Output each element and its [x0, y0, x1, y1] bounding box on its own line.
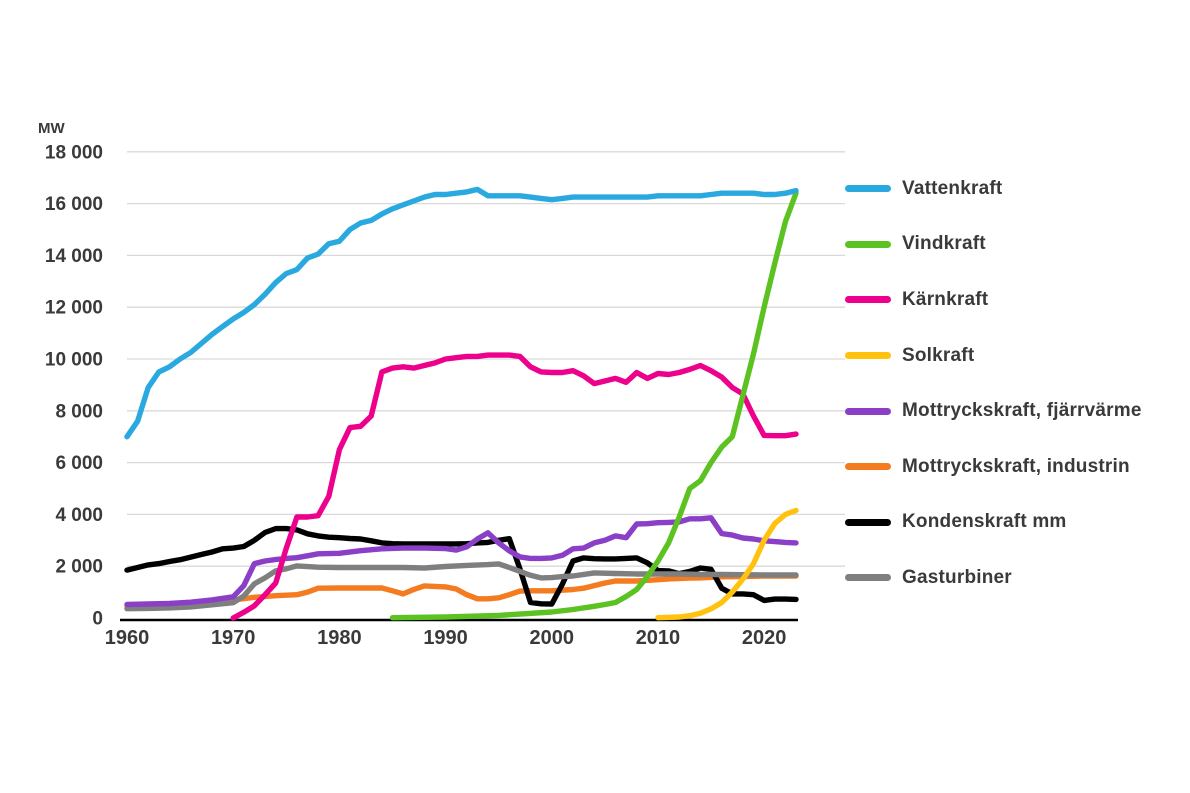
x-tick-label-2000: 2000	[530, 627, 575, 649]
legend-label-vindkraft: Vindkraft	[902, 233, 986, 255]
legend-swatch-vindkraft	[845, 240, 891, 248]
legend-label-kondenskraft: Kondenskraft mm	[902, 511, 1067, 533]
legend-item-mottryckskraft-industrin: Mottryckskraft, industrin	[845, 439, 1142, 495]
y-tick-label-16000: 16 000	[45, 194, 103, 215]
legend-label-mottryckskraft-fjarrvarme: Mottryckskraft, fjärrvärme	[902, 400, 1142, 422]
legend-label-vattenkraft: Vattenkraft	[902, 177, 1003, 199]
legend-item-mottryckskraft-fjarrvarme: Mottryckskraft, fjärrvärme	[845, 383, 1142, 439]
series-line-vattenkraft	[124, 186, 799, 440]
y-tick-label-12000: 12 000	[45, 298, 103, 319]
y-tick-label-0: 0	[92, 609, 103, 630]
x-tick-label-2020: 2020	[742, 627, 787, 649]
legend-swatch-mottryckskraft-fjarrvarme	[845, 407, 891, 415]
series-line-k-rnkraft	[230, 352, 799, 621]
series-line-solkraft	[655, 507, 799, 621]
x-tick-label-1980: 1980	[317, 627, 362, 649]
legend-swatch-vattenkraft	[845, 185, 891, 193]
legend-label-mottryckskraft-industrin: Mottryckskraft, industrin	[902, 455, 1130, 477]
y-tick-label-10000: 10 000	[45, 350, 103, 371]
x-tick-label-1960: 1960	[105, 627, 150, 649]
y-tick-label-14000: 14 000	[45, 246, 103, 267]
legend-item-vattenkraft: Vattenkraft	[845, 161, 1142, 217]
y-tick-label-4000: 4 000	[55, 505, 103, 526]
x-tick-label-1990: 1990	[423, 627, 468, 649]
y-tick-label-8000: 8 000	[55, 401, 103, 422]
legend-item-vindkraft: Vindkraft	[845, 217, 1142, 273]
legend-label-karnkraft: Kärnkraft	[902, 288, 989, 310]
series-line-vindkraft	[389, 190, 799, 621]
y-tick-label-18000: 18 000	[45, 142, 103, 163]
legend-label-solkraft: Solkraft	[902, 344, 975, 366]
y-tick-label-6000: 6 000	[55, 453, 103, 474]
legend-swatch-mottryckskraft-industrin	[845, 463, 891, 471]
legend-swatch-kondenskraft	[845, 518, 891, 526]
legend-swatch-gasturbiner	[845, 574, 891, 582]
series-line-mottryckskraft-industrin	[124, 573, 799, 609]
legend-item-karnkraft: Kärnkraft	[845, 272, 1142, 328]
x-tick-label-1970: 1970	[211, 627, 256, 649]
y-tick-label-2000: 2 000	[55, 557, 103, 578]
x-tick-label-2010: 2010	[636, 627, 681, 649]
legend-swatch-karnkraft	[845, 296, 891, 304]
y-axis-unit-label: MW	[38, 120, 65, 137]
legend-swatch-solkraft	[845, 352, 891, 360]
legend-label-gasturbiner: Gasturbiner	[902, 566, 1012, 588]
series-line-mottryckskraft-fj-rrv-rme	[124, 515, 799, 608]
legend-item-kondenskraft: Kondenskraft mm	[845, 495, 1142, 551]
chart-legend: Vattenkraft Vindkraft Kärnkraft Solkraft…	[845, 161, 1142, 606]
legend-item-gasturbiner: Gasturbiner	[845, 550, 1142, 606]
legend-item-solkraft: Solkraft	[845, 328, 1142, 384]
